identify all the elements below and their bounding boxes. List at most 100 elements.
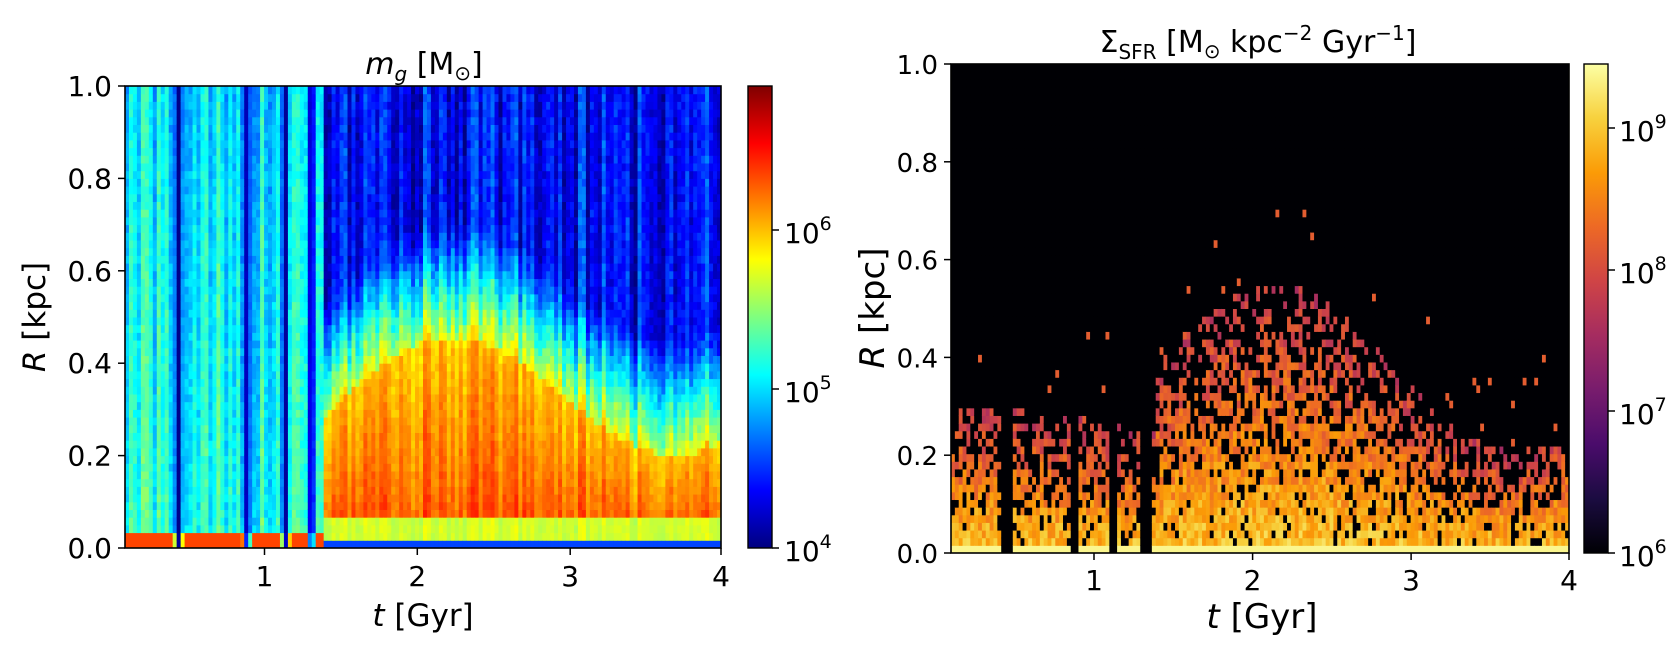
heatmap-cell xyxy=(128,86,134,95)
heatmap-cell xyxy=(411,216,416,226)
heatmap-cell xyxy=(327,93,333,102)
heatmap-cell xyxy=(180,301,186,310)
heatmap-cell xyxy=(216,324,221,333)
heatmap-cell xyxy=(184,394,190,403)
heatmap-cell xyxy=(311,263,317,272)
heatmap-cell xyxy=(450,178,456,187)
heatmap-cell xyxy=(411,363,416,372)
heatmap-cell xyxy=(371,355,376,364)
heatmap-cell xyxy=(323,524,329,534)
heatmap-cell xyxy=(208,517,213,526)
heatmap-cell xyxy=(347,478,352,487)
heatmap-cell xyxy=(438,355,444,364)
heatmap-cell xyxy=(295,163,301,172)
heatmap-cell xyxy=(367,293,372,303)
heatmap-cell xyxy=(379,517,384,526)
heatmap-cell xyxy=(216,370,221,380)
heatmap-cell xyxy=(387,301,392,310)
heatmap-cell xyxy=(152,409,158,418)
heatmap-cell xyxy=(192,132,198,141)
heatmap-cell xyxy=(136,432,142,441)
heatmap-cell xyxy=(438,155,444,164)
heatmap-cell xyxy=(152,186,158,195)
heatmap-cell xyxy=(224,401,229,410)
heatmap-cell xyxy=(407,370,412,380)
heatmap-cell xyxy=(212,417,217,426)
heatmap-cell xyxy=(426,378,432,387)
heatmap-cell xyxy=(415,209,420,218)
heatmap-cell xyxy=(411,255,416,264)
heatmap-cell xyxy=(140,386,146,395)
heatmap-cell xyxy=(426,201,432,210)
heatmap-cell xyxy=(415,286,420,295)
heatmap-cell xyxy=(152,301,158,310)
heatmap-cell xyxy=(208,224,213,233)
heatmap-cell xyxy=(144,394,150,403)
heatmap-cell xyxy=(220,86,225,95)
heatmap-cell xyxy=(283,409,289,418)
heatmap-cell xyxy=(355,532,360,541)
heatmap-cell xyxy=(379,270,384,279)
heatmap-cell xyxy=(176,463,182,472)
heatmap-cell xyxy=(423,370,428,380)
heatmap-cell xyxy=(319,278,325,287)
heatmap-cell xyxy=(367,116,372,125)
heatmap-cell xyxy=(244,409,249,418)
heatmap-cell xyxy=(426,255,432,264)
heatmap-cell xyxy=(438,386,444,395)
heatmap-cell xyxy=(260,447,265,457)
heatmap-cell xyxy=(395,440,400,449)
heatmap-cell xyxy=(236,417,241,426)
heatmap-cell xyxy=(446,432,452,441)
heatmap-cell xyxy=(351,524,356,534)
heatmap-cell xyxy=(426,86,432,95)
heatmap-cell xyxy=(307,263,313,272)
heatmap-cell xyxy=(391,124,396,133)
heatmap-cell xyxy=(264,471,269,480)
heatmap-cell xyxy=(220,132,225,141)
heatmap-cell xyxy=(188,216,194,226)
heatmap-cell xyxy=(275,178,281,187)
heatmap-cell xyxy=(144,270,150,279)
heatmap-cell xyxy=(204,532,209,541)
heatmap-cell xyxy=(430,124,436,133)
heatmap-cell xyxy=(335,332,341,341)
heatmap-cell xyxy=(363,332,368,341)
heatmap-cell xyxy=(379,478,384,487)
heatmap-cell xyxy=(379,332,384,341)
heatmap-cell xyxy=(128,147,134,156)
heatmap-cell xyxy=(438,124,444,133)
heatmap-cell xyxy=(327,347,333,356)
heatmap-cell xyxy=(272,155,277,164)
heatmap-cell xyxy=(140,132,146,141)
heatmap-cell xyxy=(307,455,313,464)
heatmap-cell xyxy=(303,471,309,480)
heatmap-cell xyxy=(136,93,142,102)
heatmap-cell xyxy=(343,347,348,356)
heatmap-cell xyxy=(442,340,448,349)
heatmap-cell xyxy=(228,524,233,534)
heatmap-cell xyxy=(168,293,174,303)
heatmap-cell xyxy=(160,170,166,179)
heatmap-cell xyxy=(228,155,233,164)
heatmap-cell xyxy=(252,155,257,164)
heatmap-cell xyxy=(367,178,372,187)
heatmap-cell xyxy=(260,186,265,195)
heatmap-cell xyxy=(272,440,277,449)
heatmap-cell xyxy=(415,517,420,526)
heatmap-cell xyxy=(204,116,209,125)
heatmap-cell xyxy=(244,486,249,495)
heatmap-cell xyxy=(327,186,333,195)
heatmap-cell xyxy=(279,224,285,233)
heatmap-cell xyxy=(303,155,309,164)
heatmap-cell xyxy=(323,401,329,410)
heatmap-cell xyxy=(438,240,444,249)
heatmap-cell xyxy=(347,263,352,272)
heatmap-cell xyxy=(180,486,186,495)
heatmap-cell xyxy=(252,509,257,518)
heatmap-cell xyxy=(399,270,404,279)
heatmap-cell xyxy=(144,124,150,133)
heatmap-cell xyxy=(419,301,424,310)
heatmap-cell xyxy=(232,370,237,380)
heatmap-cell xyxy=(423,524,428,534)
